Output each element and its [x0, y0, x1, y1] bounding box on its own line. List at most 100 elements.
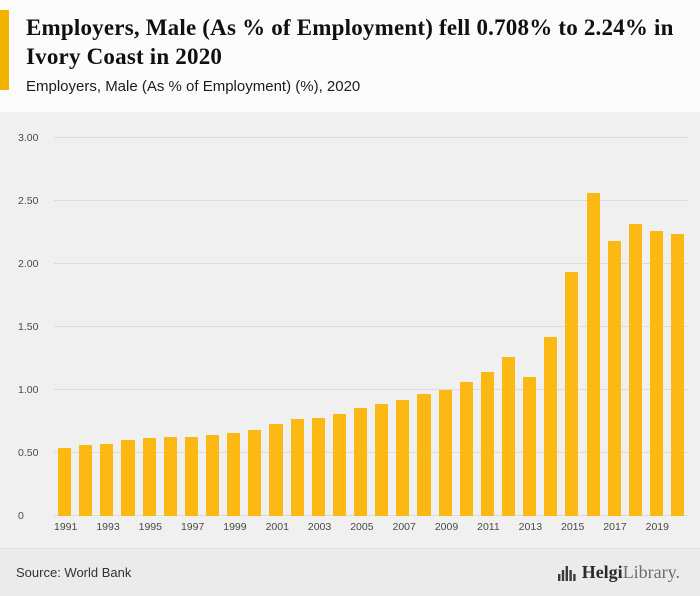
y-tick-label: 0: [18, 510, 24, 522]
gridline: [54, 515, 688, 516]
bar-1993: [100, 444, 114, 516]
bar-2008: [417, 393, 431, 516]
bar-slot: [413, 138, 434, 516]
bar-slot: [96, 138, 117, 516]
bar-2005: [353, 407, 368, 516]
bars: [54, 138, 688, 516]
source-text: Source: World Bank: [16, 565, 132, 580]
footer: Source: World Bank HelgiLibrary.: [0, 548, 700, 596]
bar-slot: [329, 138, 350, 516]
plot-row: 0 0.50 1.00 1.50 2.00 2.50 3.00: [10, 132, 688, 522]
x-tick-label: 2009: [434, 521, 459, 533]
bar-slot: [117, 138, 138, 516]
x-tick-label: [162, 521, 181, 533]
y-axis: 0 0.50 1.00 1.50 2.00 2.50 3.00: [10, 132, 54, 522]
x-tick-label: 2001: [265, 521, 289, 533]
x-tick-label: 2019: [645, 521, 669, 533]
x-tick-label: 1991: [54, 521, 78, 533]
x-tick-label: 1999: [223, 521, 247, 533]
x-tick-label: 1997: [180, 521, 205, 533]
x-tick-label: 2013: [518, 521, 543, 533]
x-tick-label: [627, 521, 646, 533]
x-tick-label: [247, 521, 266, 533]
x-axis: 1991 1993 1995 1997 1999 2001 2003 2005 2007 2009…: [54, 516, 688, 533]
bar-slot: [667, 138, 688, 516]
helgi-logo[interactable]: HelgiLibrary.: [557, 562, 680, 583]
bar-1996: [163, 436, 177, 516]
bar-2001: [269, 424, 283, 516]
accent-bar: [0, 10, 9, 90]
bar-2014: [544, 337, 558, 516]
bar-slot: [435, 138, 456, 516]
bar-slot: [519, 138, 540, 516]
helgi-logo-text-light: Library.: [622, 562, 680, 582]
bar-1994: [121, 440, 135, 516]
bar-1991: [58, 447, 72, 516]
bar-slot: [350, 138, 371, 516]
x-tick-label: 2005: [350, 521, 374, 533]
bar-2015: [565, 271, 579, 516]
bar-1998: [206, 435, 220, 516]
bar-slot: [265, 138, 286, 516]
bar-2018: [628, 223, 642, 516]
bar-slot: [456, 138, 477, 516]
bar-1999: [227, 432, 241, 516]
bar-2010: [459, 382, 473, 516]
bar-slot: [75, 138, 96, 516]
x-tick-label: [416, 521, 435, 533]
helgi-logo-text-bold: Helgi: [581, 562, 623, 582]
bar-slot: [561, 138, 582, 516]
gridline: [54, 137, 688, 138]
x-tick-label: [374, 521, 393, 533]
helgi-logo-icon: [557, 565, 576, 581]
bar-slot: [54, 138, 75, 516]
bar-slot: [540, 138, 561, 516]
y-tick-label: 2.00: [18, 258, 39, 270]
x-tick-label: 2011: [477, 521, 500, 533]
x-tick-label: [542, 521, 561, 533]
bar-slot: [371, 138, 392, 516]
x-tick-label: [120, 521, 139, 533]
bar-2013: [523, 377, 537, 516]
x-tick-label: [669, 521, 688, 533]
bar-2017: [607, 241, 621, 516]
x-tick-label: 2003: [307, 521, 332, 533]
bar-slot: [181, 138, 202, 516]
gridline: [54, 452, 688, 453]
header: Employers, Male (As % of Employment) fel…: [0, 0, 700, 112]
gridline: [54, 200, 688, 201]
bar-1992: [79, 445, 93, 516]
x-tick-label: [204, 521, 223, 533]
x-tick-label: [500, 521, 519, 533]
x-tick-label: [289, 521, 308, 533]
bar-1995: [142, 437, 156, 516]
y-tick-label: 1.00: [18, 384, 39, 396]
bar-2006: [375, 403, 389, 516]
plot-area: [54, 137, 688, 516]
x-tick-label: 2017: [603, 521, 627, 533]
bar-2009: [438, 390, 452, 516]
bar-2003: [311, 417, 325, 516]
y-tick-label: 1.50: [18, 321, 39, 333]
bar-slot: [139, 138, 160, 516]
bar-slot: [244, 138, 265, 516]
x-tick-label: [584, 521, 603, 533]
bar-slot: [583, 138, 604, 516]
bar-slot: [604, 138, 625, 516]
gridline: [54, 389, 688, 390]
bar-slot: [308, 138, 329, 516]
bar-2002: [290, 418, 304, 516]
y-tick-label: 0.50: [18, 447, 39, 459]
x-tick-label: [458, 521, 477, 533]
chart-subtitle: Employers, Male (As % of Employment) (%)…: [26, 78, 361, 96]
bar-2016: [586, 193, 600, 516]
bar-2019: [649, 231, 664, 516]
bar-slot: [477, 138, 498, 516]
x-tick-label: 1995: [138, 521, 162, 533]
bar-slot: [287, 138, 308, 516]
y-tick-label: 2.50: [18, 195, 39, 207]
bar-2007: [396, 400, 410, 516]
x-tick-label: 1993: [96, 521, 120, 533]
y-tick-label: 3.00: [18, 132, 39, 144]
